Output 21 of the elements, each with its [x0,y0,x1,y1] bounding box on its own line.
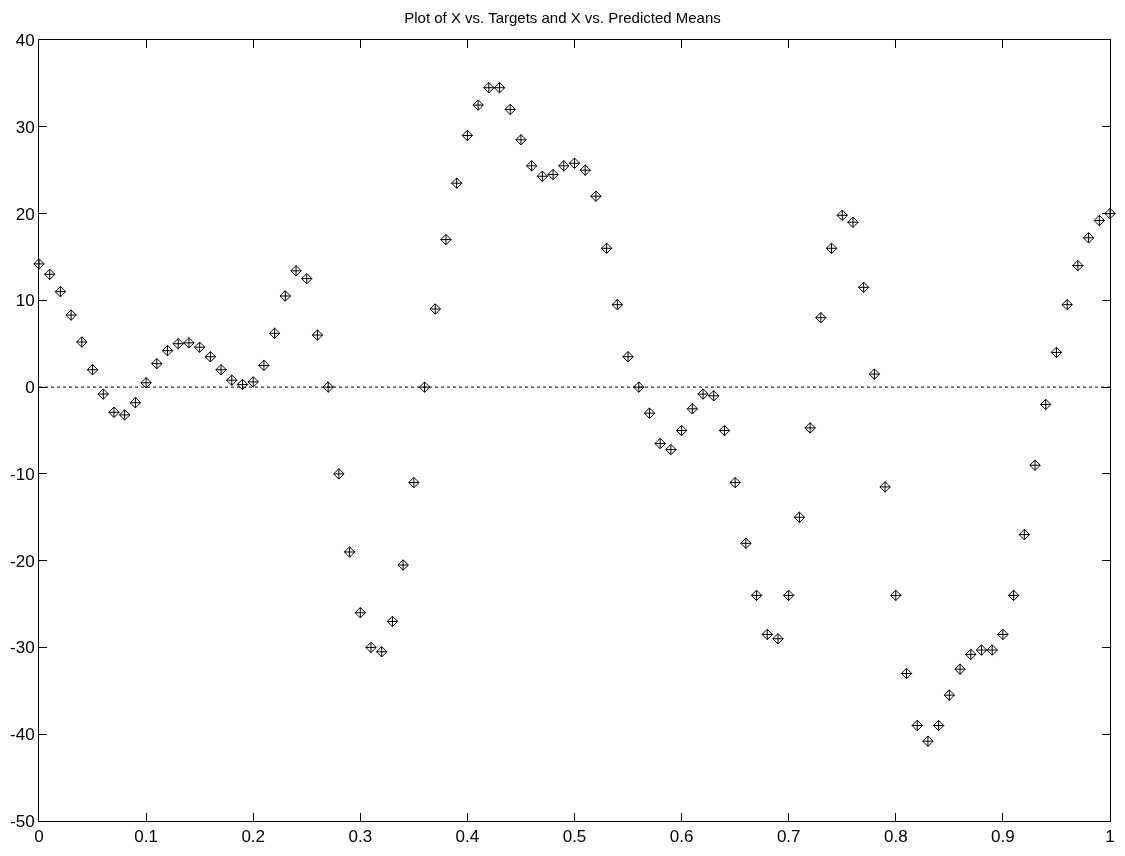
x-tick-label: 0.6 [669,827,694,847]
x-tick-label: 0.9 [991,827,1015,847]
y-tick-label: 40 [15,30,35,50]
y-tick-label: -20 [10,551,35,571]
y-tick-label: -50 [10,811,35,831]
y-tick-label: 10 [15,291,35,311]
x-tick-label: 0.3 [348,827,373,847]
y-tick-label: -10 [10,464,35,484]
x-tick-label: 0.4 [455,827,480,847]
x-tick-label: 0.5 [562,827,587,847]
chart-title: Plot of X vs. Targets and X vs. Predicted Means [404,9,721,27]
x-tick-label: 1 [1105,827,1115,847]
y-tick-label: -40 [10,725,35,745]
x-tick-label: 0.7 [776,827,801,847]
y-tick-label: 0 [25,378,35,398]
y-tick-label: 20 [15,204,35,224]
y-tick-label: 30 [15,117,35,137]
y-tick-label: -30 [10,638,35,658]
x-tick-label: 0.1 [134,827,158,847]
x-tick-label: 0.2 [241,827,266,847]
x-tick-label: 0.8 [883,827,908,847]
